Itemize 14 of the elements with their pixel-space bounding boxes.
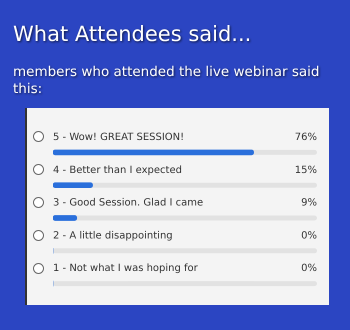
y-tick-label: 1 - Not what I was hoping for [53, 263, 199, 274]
chart-title: What Attendees said... [13, 22, 252, 46]
y-tick-label: 3 - Good Session. Glad I came [53, 198, 204, 209]
y-tick-label: 4 - Better than I expected [53, 164, 182, 176]
data-label: 9% [301, 198, 317, 209]
y-tick-label: 5 - Wow! GREAT SESSION! [53, 132, 184, 143]
data-label: 15% [294, 164, 317, 176]
chart-subtitle: members who attended the live webinar said this: [13, 64, 320, 98]
data-label: 0% [301, 230, 317, 242]
bar [53, 182, 93, 188]
bar [53, 215, 78, 221]
y-tick-label: 2 - A little disappointing [53, 230, 173, 242]
data-label: 76% [294, 132, 317, 143]
data-label: 0% [301, 263, 317, 274]
